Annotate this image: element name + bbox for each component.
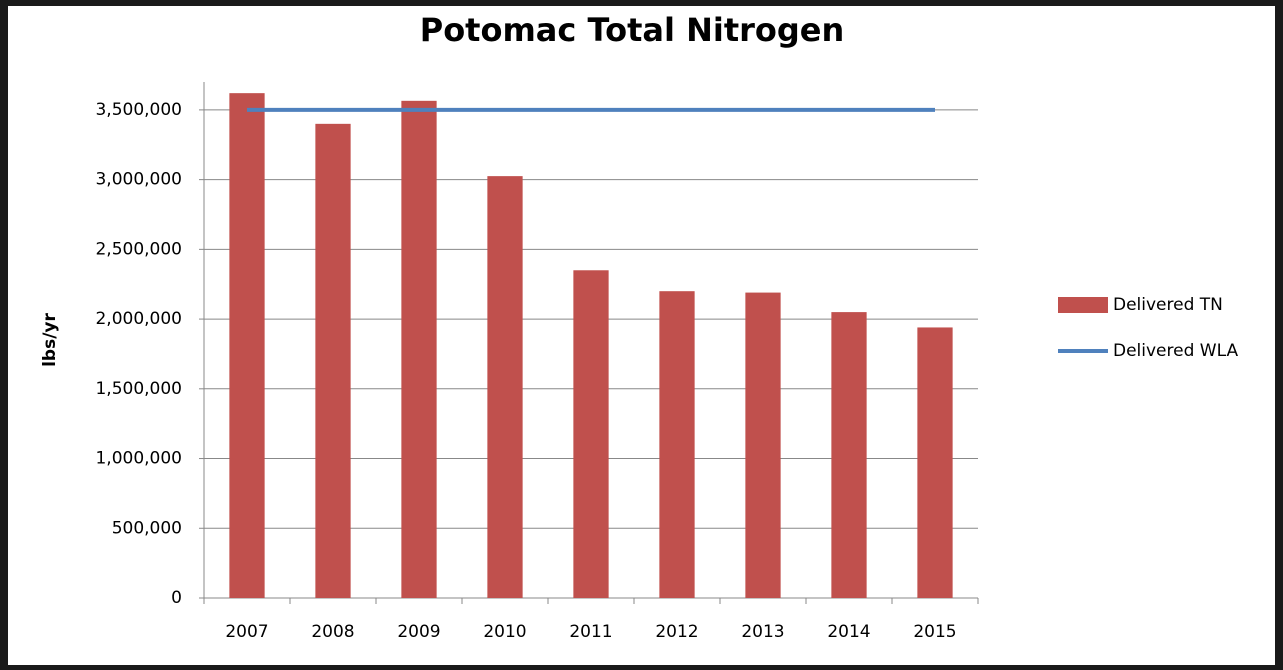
bar [659,291,695,598]
bar [745,292,781,598]
bar [401,100,437,598]
y-tick-label: 3,000,000 [95,170,182,190]
legend-swatch [1058,297,1108,313]
bar [573,270,609,598]
y-tick-label: 0 [171,588,182,608]
y-tick-label: 2,000,000 [95,309,182,329]
legend-label: Delivered WLA [1113,341,1238,361]
y-tick-label: 1,500,000 [95,379,182,399]
x-tick-label: 2014 [827,622,870,642]
legend-label: Delivered TN [1113,295,1223,315]
bar [487,176,523,598]
x-tick-label: 2009 [397,622,440,642]
x-tick-label: 2013 [741,622,784,642]
bar [831,312,867,598]
y-axis-label: lbs/yr [40,312,60,366]
y-tick-label: 1,000,000 [95,449,182,469]
chart-title: Potomac Total Nitrogen [420,11,845,49]
x-tick-label: 2012 [655,622,698,642]
x-tick-label: 2011 [569,622,612,642]
y-tick-label: 500,000 [112,518,182,538]
bar [315,123,351,599]
x-tick-label: 2008 [311,622,354,642]
bar [917,327,953,598]
x-tick-label: 2007 [225,622,268,642]
x-tick-label: 2015 [913,622,956,642]
bar [229,93,265,599]
y-tick-label: 3,500,000 [95,100,182,120]
x-tick-label: 2010 [483,622,526,642]
y-tick-label: 2,500,000 [95,239,182,259]
chart-background [8,6,1275,665]
